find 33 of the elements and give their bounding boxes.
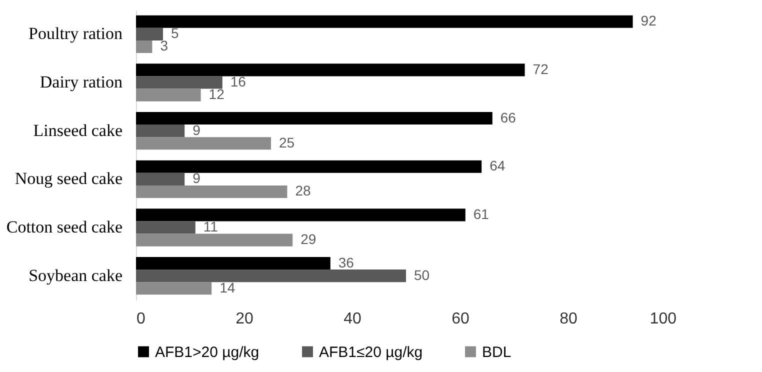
data-label: 28: [295, 182, 311, 199]
x-tick-label: 40: [344, 310, 362, 328]
data-label: 72: [532, 60, 549, 77]
x-tick-label: 80: [560, 310, 578, 328]
y-tick-label: Soybean cake: [28, 266, 122, 285]
data-label: 50: [414, 266, 430, 283]
data-label: 25: [279, 134, 295, 150]
y-tick-label: Poultry ration: [28, 24, 123, 44]
y-tick-label: Dairy ration: [40, 72, 123, 92]
y-tick-label: Linseed cake: [33, 120, 122, 140]
data-label: 29: [300, 231, 316, 248]
x-tick-label: 60: [452, 310, 470, 328]
data-label: 64: [490, 158, 506, 174]
data-label: 9: [192, 170, 201, 186]
data-label: 36: [338, 254, 354, 270]
data-label: 92: [640, 12, 657, 29]
data-label: 9: [192, 122, 201, 138]
x-tick-label: 0: [136, 310, 146, 328]
y-tick-label: Cotton seed cake: [6, 218, 122, 236]
data-label: 11: [203, 218, 218, 234]
data-label: 66: [500, 109, 516, 126]
x-tick-label: 100: [650, 310, 677, 328]
data-label: 5: [171, 25, 179, 42]
legend-label: AFB1≤20 µg/kg: [319, 344, 423, 361]
y-tick-label: Noug seed cake: [14, 169, 122, 188]
data-label: 3: [160, 38, 168, 54]
legend-label: AFB1>20 µg/kg: [155, 344, 260, 361]
data-label: 16: [230, 74, 246, 90]
data-label: 61: [473, 206, 490, 222]
legend-label: BDL: [482, 344, 512, 361]
data-label: 12: [208, 86, 225, 102]
data-label: 14: [220, 279, 236, 296]
x-tick-label: 20: [236, 310, 254, 328]
